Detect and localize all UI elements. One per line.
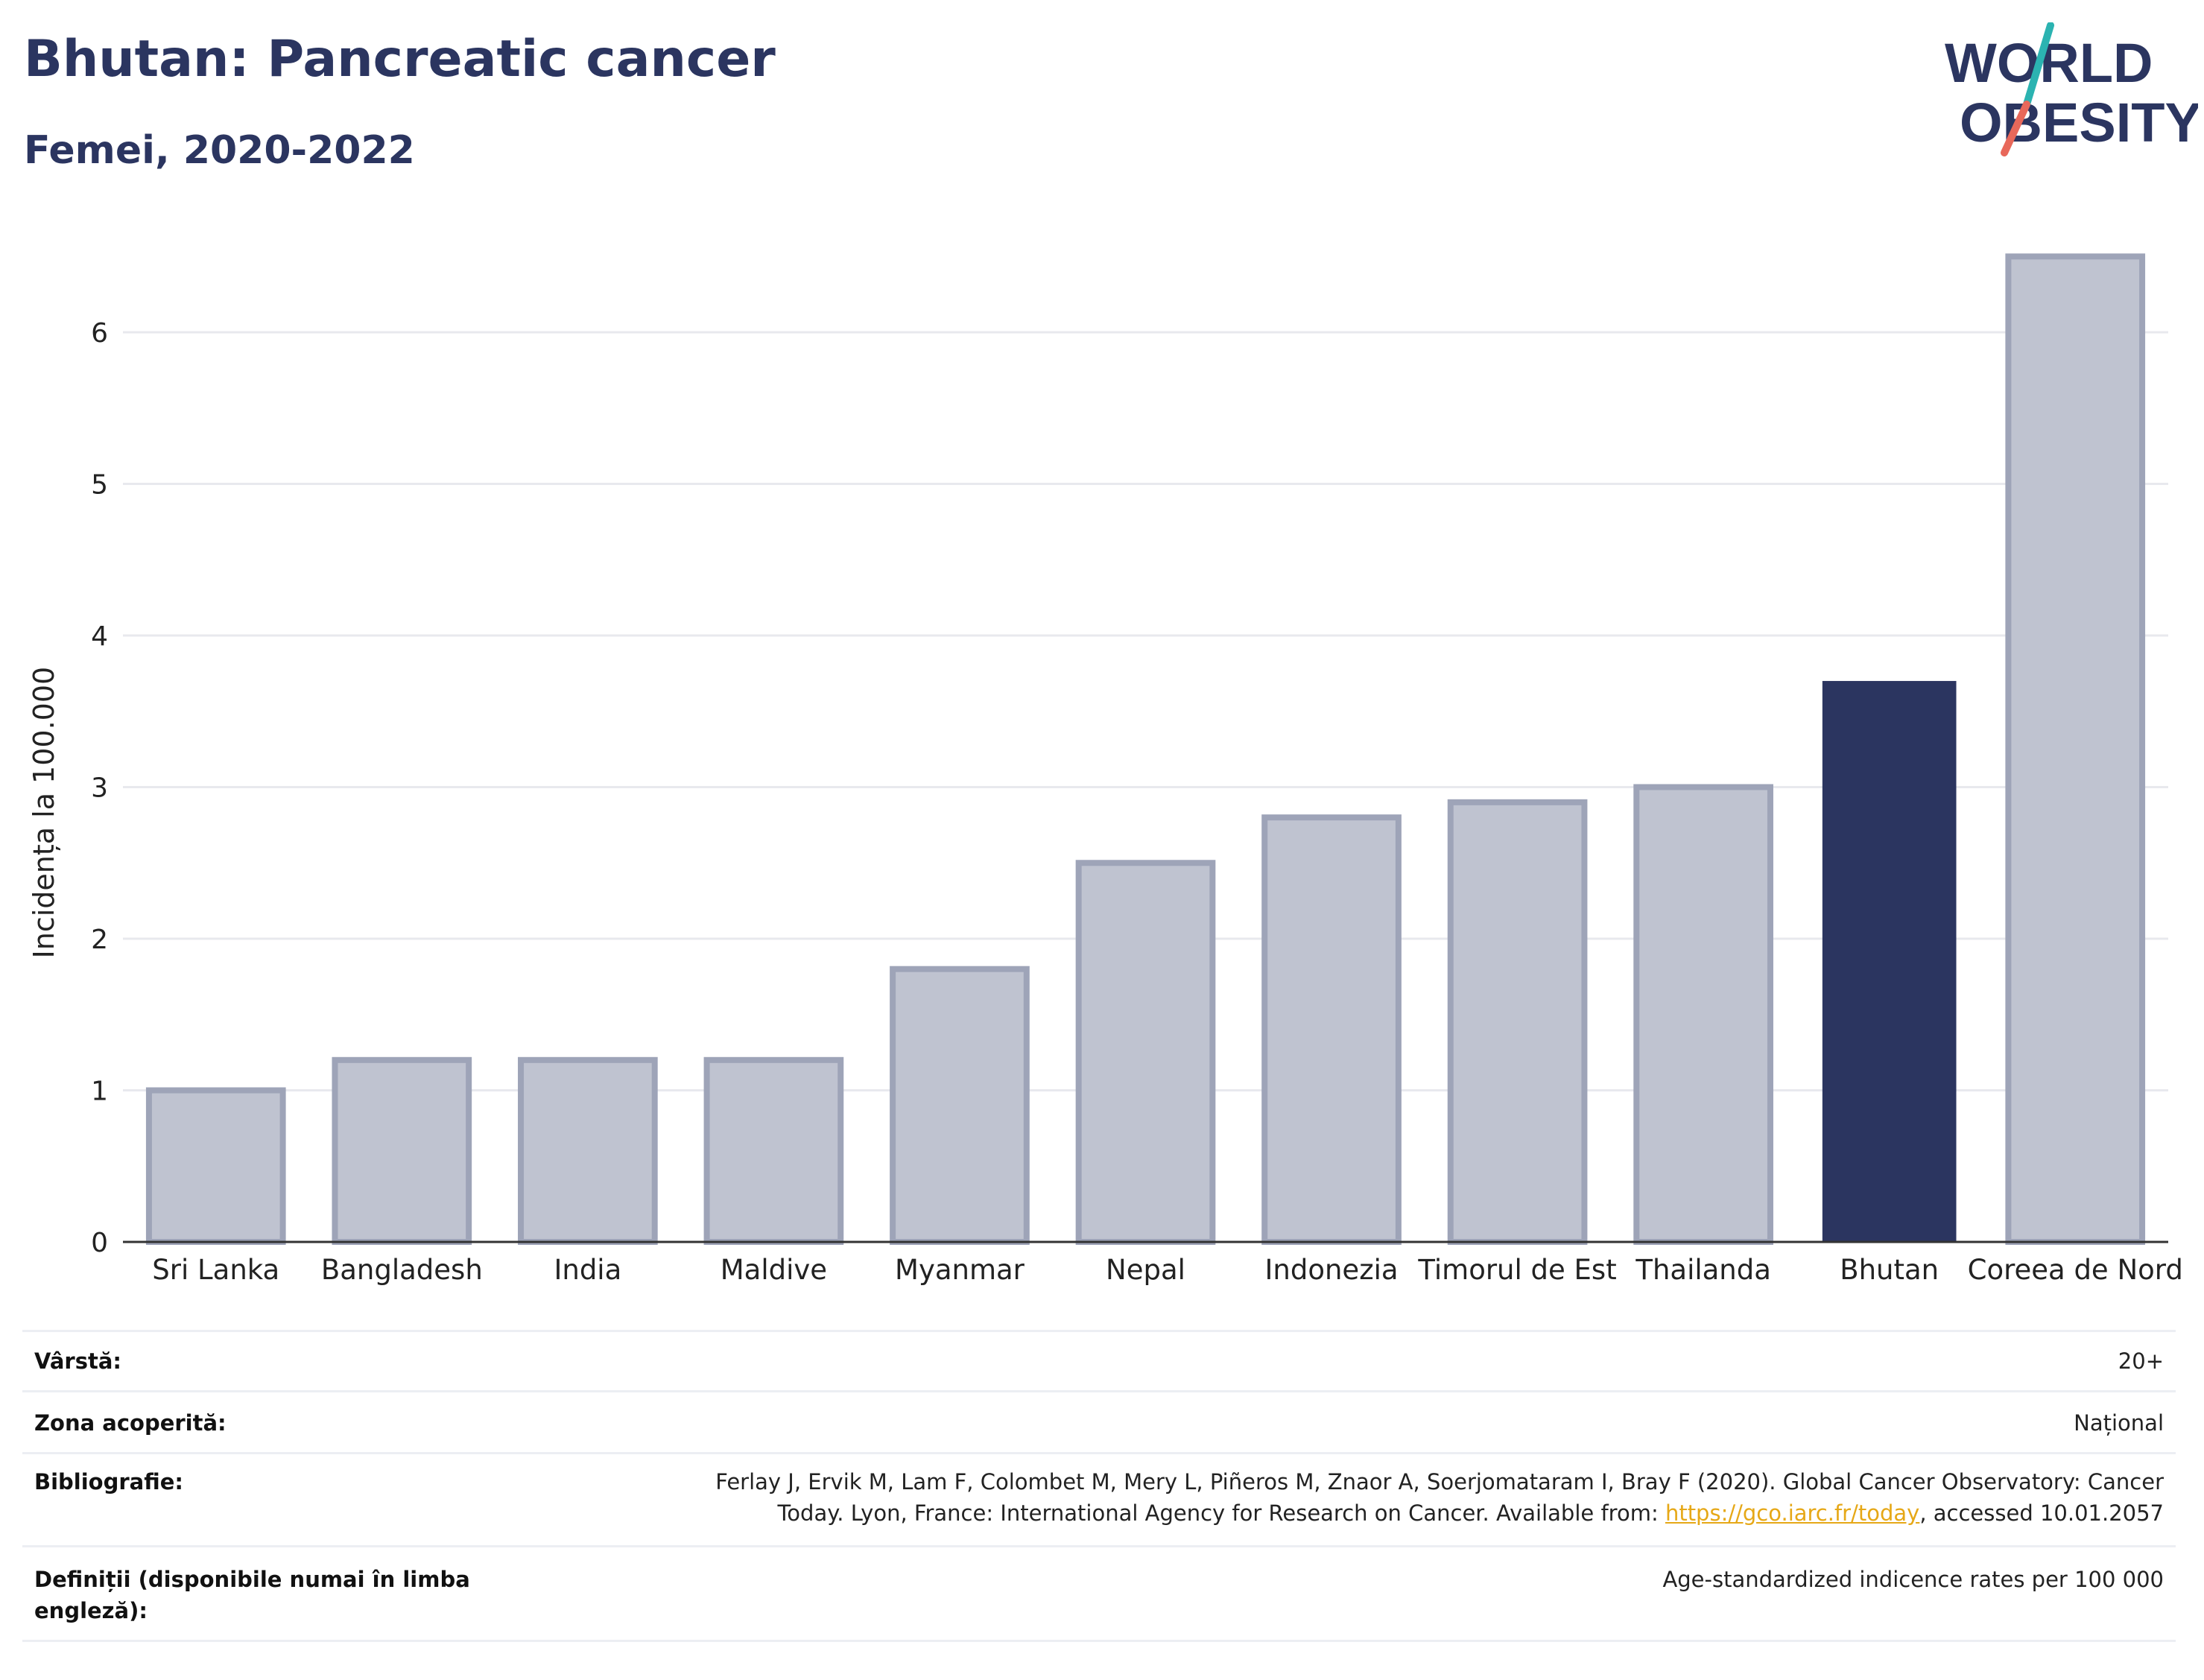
bibliography-line-2-text: Today. Lyon, France: International Agenc… bbox=[777, 1500, 1665, 1526]
y-tick-label: 4 bbox=[91, 621, 108, 652]
definitions-label: Definiții (disponibile numai în limba en… bbox=[34, 1567, 470, 1623]
bar-myanmar bbox=[890, 966, 1030, 1245]
bibliography-link[interactable]: https://gco.iarc.fr/today bbox=[1665, 1500, 1920, 1526]
bibliography-line-1: Ferlay J, Ervik M, Lam F, Colombet M, Me… bbox=[715, 1469, 2164, 1494]
bar-thailanda bbox=[1633, 784, 1773, 1245]
chart-subtitle: Femei, 2020-2022 bbox=[24, 128, 415, 173]
info-row-definitions: Definiții (disponibile numai în limba en… bbox=[22, 1545, 2176, 1642]
world-obesity-logo: WORLD OBESITY bbox=[1945, 22, 2198, 156]
x-tick-label: Coreea de Nord bbox=[1968, 1254, 2183, 1286]
bar-bangladesh bbox=[332, 1056, 472, 1246]
y-tick-label: 2 bbox=[91, 925, 108, 955]
age-value: 20+ bbox=[2118, 1348, 2164, 1374]
x-tick-label: Bangladesh bbox=[321, 1254, 483, 1286]
bar-sri-lanka bbox=[145, 1087, 286, 1245]
zone-label: Zona acoperită: bbox=[34, 1410, 227, 1436]
logo-slash-teal bbox=[2023, 22, 2054, 108]
y-tick-label: 3 bbox=[91, 773, 108, 804]
x-tick-label: Indonezia bbox=[1265, 1254, 1399, 1286]
bar-timorul-de-est bbox=[1447, 799, 1588, 1245]
bar-indonezia bbox=[1261, 814, 1402, 1245]
bibliography-label: Bibliografie: bbox=[34, 1469, 183, 1494]
bars bbox=[145, 253, 2146, 1246]
bar-maldive bbox=[703, 1056, 844, 1246]
bar-coreea-de-nord bbox=[2005, 253, 2146, 1245]
bibliography-value: Ferlay J, Ervik M, Lam F, Colombet M, Me… bbox=[511, 1454, 2176, 1545]
y-axis-label: Incidența la 100.000 bbox=[28, 667, 60, 959]
x-tick-label: Thailanda bbox=[1635, 1254, 1771, 1286]
y-tick-label: 1 bbox=[91, 1077, 108, 1107]
zone-value: Național bbox=[2074, 1410, 2164, 1436]
age-label: Vârstă: bbox=[34, 1348, 122, 1374]
logo-text-obesity: OBESITY bbox=[1960, 92, 2198, 153]
bar-india bbox=[518, 1056, 658, 1246]
bar-nepal bbox=[1075, 860, 1216, 1245]
x-tick-label: Timorul de Est bbox=[1417, 1254, 1616, 1286]
y-tick-labels: 0 1 2 3 4 5 6 bbox=[91, 318, 108, 1258]
x-tick-label: Maldive bbox=[721, 1254, 827, 1286]
x-tick-label: Myanmar bbox=[895, 1254, 1025, 1286]
y-tick-label: 5 bbox=[91, 470, 108, 501]
definitions-value: Age-standardized indicence rates per 100… bbox=[1662, 1567, 2164, 1592]
bar-bhutan bbox=[1822, 681, 1957, 1242]
bar-chart: 0 1 2 3 4 5 6 Sri Lanka Bangladesh India Maldive M… bbox=[28, 253, 2183, 1286]
bibliography-accessed: , accessed 10.01.2057 bbox=[1919, 1500, 2164, 1526]
y-tick-label: 6 bbox=[91, 318, 108, 349]
x-tick-labels: Sri Lanka Bangladesh India Maldive Myanmar Ne… bbox=[152, 1254, 2183, 1286]
x-tick-label: Bhutan bbox=[1840, 1254, 1939, 1286]
x-tick-label: Sri Lanka bbox=[152, 1254, 279, 1286]
y-tick-label: 0 bbox=[91, 1228, 108, 1258]
x-tick-label: India bbox=[554, 1254, 621, 1286]
info-row-age: Vârstă: 20+ bbox=[22, 1330, 2176, 1390]
x-tick-label: Nepal bbox=[1106, 1254, 1185, 1286]
chart-title: Bhutan: Pancreatic cancer bbox=[24, 30, 776, 89]
info-row-bibliography: Bibliografie: Ferlay J, Ervik M, Lam F, … bbox=[22, 1452, 2176, 1545]
logo-slash-red bbox=[2001, 101, 2030, 156]
info-row-zone: Zona acoperită: Național bbox=[22, 1390, 2176, 1452]
bibliography-line-2: Today. Lyon, France: International Agenc… bbox=[511, 1497, 2164, 1529]
info-table: Vârstă: 20+ Zona acoperită: Național Bib… bbox=[22, 1330, 2176, 1642]
